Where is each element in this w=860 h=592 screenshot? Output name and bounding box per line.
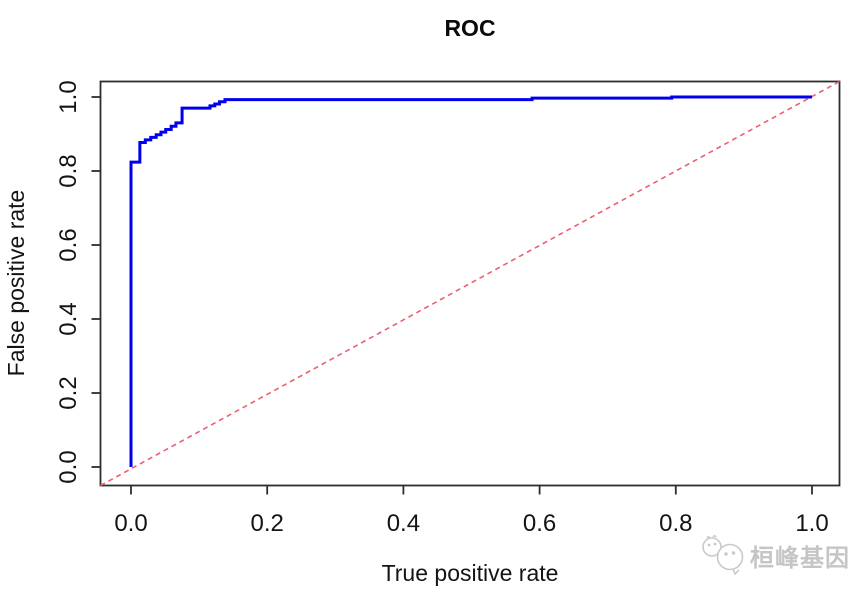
x-tick-label: 0.4 <box>387 510 420 537</box>
x-tick-label: 1.0 <box>795 510 828 537</box>
y-tick-label: 0.2 <box>55 376 82 409</box>
chick-chat-logo-icon <box>702 534 744 576</box>
x-tick-label: 0.2 <box>251 510 284 537</box>
chance-diagonal-line <box>100 80 840 487</box>
y-tick-label: 0.4 <box>55 302 82 335</box>
x-tick-label: 0.8 <box>659 510 692 537</box>
y-axis-label: False positive rate <box>3 190 29 377</box>
y-tick-label: 1.0 <box>55 80 82 113</box>
y-tick-label: 0.0 <box>55 450 82 483</box>
roc-curve-line <box>129 95 812 467</box>
y-tick-label: 0.8 <box>55 154 82 187</box>
watermark-text: 桓峰基因 <box>750 544 850 572</box>
x-axis-label: True positive rate <box>382 560 559 586</box>
x-tick-label: 0.0 <box>114 510 147 537</box>
chart-title: ROC <box>444 15 495 41</box>
y-tick-label: 0.6 <box>55 228 82 261</box>
y-axis: 0.0 0.2 0.4 0.6 0.8 1.0 <box>55 80 101 484</box>
x-axis: 0.0 0.2 0.4 0.6 0.8 1.0 <box>114 485 829 537</box>
x-tick-label: 0.6 <box>523 510 556 537</box>
watermark: 桓峰基因 <box>702 534 850 576</box>
plot-box <box>99 80 841 487</box>
